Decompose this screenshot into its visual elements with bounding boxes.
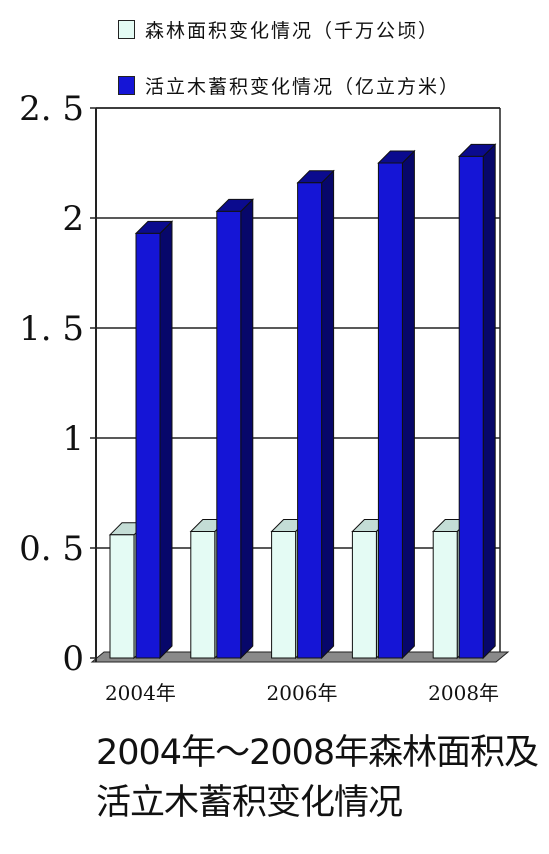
legend-label-forest-area: 森林面积变化情况（千万公顷） [145,19,440,42]
chart-title-line-1: 2004年～2008年森林面积及 [96,733,539,773]
x-tick-labels: 2004年 2006年 2008年 [105,681,499,705]
chart-title-line-2: 活立木蓄积变化情况 [96,783,403,823]
bar-0-1 [190,531,216,659]
legend-item-forest-area: 森林面积变化情况（千万公顷） [118,12,460,46]
y-tick-label: 2 [62,199,84,239]
chart-title: 2004年～2008年森林面积及 活立木蓄积变化情况 [96,728,539,828]
bar-chart: 0 0. 5 1 1. 5 2 2. 5 2004年 2006年 2008年 [19,89,510,705]
legend-item-standing-timber: 活立木蓄积变化情况（亿立方米） [118,68,460,102]
y-tick-label: 1. 5 [19,309,84,349]
legend-swatch-standing-timber [118,75,135,95]
bars [108,143,497,660]
bar-0-2 [271,531,297,659]
legend-label-standing-timber: 活立木蓄积变化情况（亿立方米） [145,75,461,98]
bar-side-1-0 [159,220,173,660]
bar-0-0 [109,534,135,659]
x-tick-label: 2008年 [428,681,499,705]
x-tick-label: 2004年 [105,681,176,705]
bar-0-3 [351,531,377,659]
y-tick-label: 2. 5 [19,89,84,129]
y-tick-label: 0 [62,639,84,679]
bar-side-1-3 [401,149,415,660]
bar-side-1-2 [321,169,335,660]
bar-1-1 [216,210,242,659]
bar-0-4 [432,531,458,659]
bar-1-4 [458,155,484,659]
y-tick-label: 1 [62,419,84,459]
legend: 森林面积变化情况（千万公顷） 活立木蓄积变化情况（亿立方米） [118,12,460,124]
x-tick-label: 2006年 [267,681,338,705]
bar-side-1-1 [240,198,254,660]
bar-side-1-4 [482,143,496,660]
bar-1-2 [297,182,323,659]
y-tick-label: 0. 5 [19,529,84,569]
y-tick-labels: 0 0. 5 1 1. 5 2 2. 5 [19,89,84,679]
bar-1-3 [377,162,403,659]
bar-1-0 [135,232,161,659]
legend-swatch-forest-area [118,19,135,39]
